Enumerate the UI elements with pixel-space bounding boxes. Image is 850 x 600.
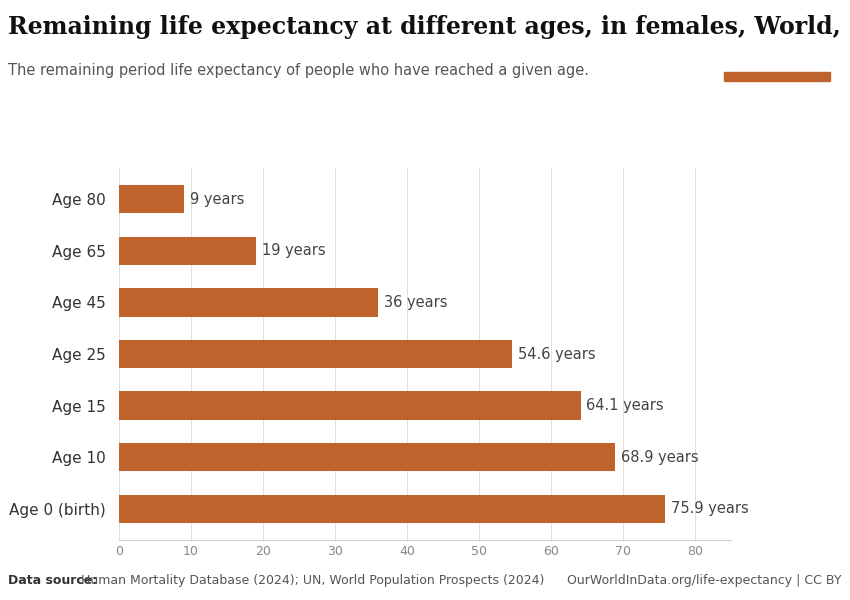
Text: in Data: in Data	[753, 50, 802, 64]
Text: 19 years: 19 years	[262, 243, 326, 258]
Bar	[119, 236, 256, 265]
Text: Data source:: Data source:	[8, 574, 102, 587]
Text: Our World: Our World	[744, 28, 811, 41]
Text: OurWorldInData.org/life-expectancy | CC BY: OurWorldInData.org/life-expectancy | CC …	[567, 574, 842, 587]
Text: 9 years: 9 years	[190, 191, 244, 206]
Text: 68.9 years: 68.9 years	[620, 450, 699, 465]
Bar	[119, 288, 378, 317]
Bar	[119, 391, 581, 420]
Text: Human Mortality Database (2024); UN, World Population Prospects (2024): Human Mortality Database (2024); UN, Wor…	[81, 574, 544, 587]
Text: Remaining life expectancy at different ages, in females, World, 2023: Remaining life expectancy at different a…	[8, 15, 850, 39]
Text: 75.9 years: 75.9 years	[672, 502, 749, 517]
Bar	[119, 443, 615, 472]
Text: 64.1 years: 64.1 years	[586, 398, 664, 413]
Bar	[119, 185, 184, 214]
Text: The remaining period life expectancy of people who have reached a given age.: The remaining period life expectancy of …	[8, 63, 590, 78]
Text: 36 years: 36 years	[384, 295, 447, 310]
Text: 54.6 years: 54.6 years	[518, 347, 596, 361]
Bar	[724, 72, 830, 81]
Bar	[119, 494, 666, 523]
Bar	[119, 340, 512, 368]
